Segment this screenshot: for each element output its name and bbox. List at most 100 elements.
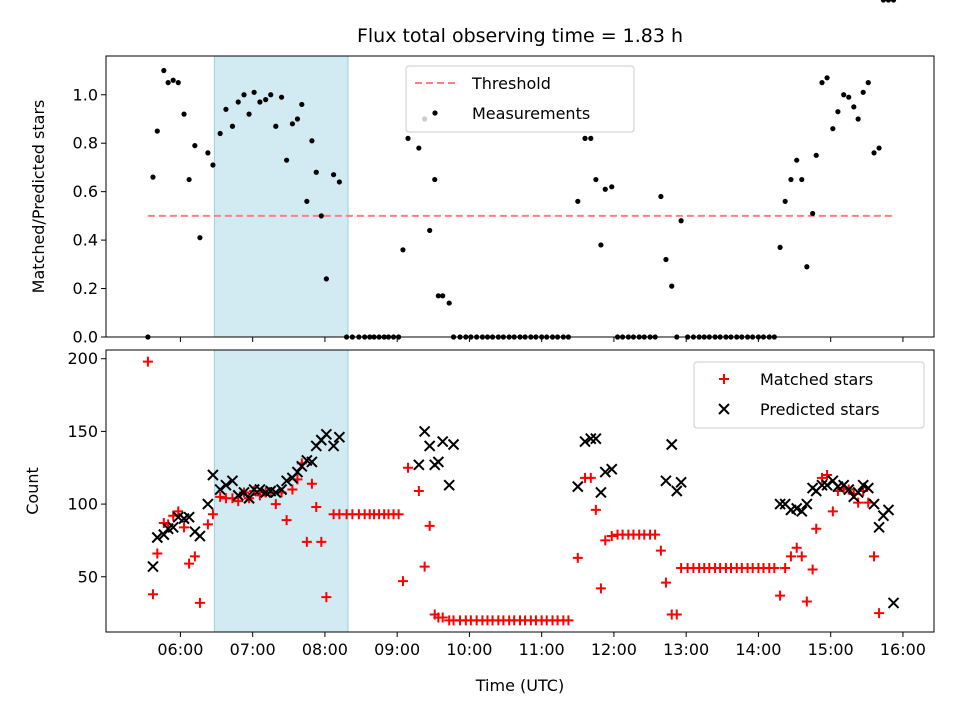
x-tick-label: 13:00 (663, 640, 709, 659)
predicted-star-point (147, 560, 159, 573)
predicted-star-point (214, 483, 226, 496)
matched-star-point (424, 520, 435, 531)
measurement-point (678, 218, 684, 224)
measurement-point (210, 162, 216, 168)
predicted-star-point (852, 486, 864, 499)
ratio-legend: Threshold Measurements (405, 65, 635, 133)
measurement-point (851, 104, 857, 110)
matched-star-point (811, 523, 822, 534)
predicted-star-point (432, 456, 445, 468)
predicted-star-point (821, 479, 833, 491)
measurement-point (273, 123, 279, 129)
measurement-point (846, 94, 852, 100)
legend-matched-label: Matched stars (760, 370, 873, 389)
predicted-star-point (585, 432, 597, 445)
matched-star-point (827, 506, 838, 517)
y-tick-label: 0.6 (73, 182, 98, 201)
matched-star-point (306, 478, 317, 489)
predicted-star-point (413, 459, 425, 471)
measurement-point (830, 126, 836, 132)
predicted-star-point (418, 425, 431, 438)
plot-frame-1 (105, 349, 935, 633)
measurement-point (446, 300, 452, 306)
matched-star-point (316, 536, 327, 547)
legend-predicted-swatch (718, 403, 730, 415)
matched-star-point (142, 356, 153, 367)
predicted-star-point (873, 521, 885, 534)
measurement-point (284, 157, 290, 163)
measurement-point (841, 92, 847, 98)
predicted-star-point (280, 475, 293, 487)
measurement-point (663, 256, 669, 263)
x-tick-label: 09:00 (374, 640, 420, 659)
measurement-point (855, 116, 861, 122)
legend-threshold-label: Threshold (471, 74, 551, 93)
measurement-point (299, 101, 305, 108)
measurement-point (876, 145, 882, 151)
predicted-star-point (327, 440, 340, 452)
count-panel: 50 100 150 200 06:00 07:00 08:00 09:00 10:00 11:0… (67, 349, 935, 659)
matched-star-point (189, 551, 200, 562)
predicted-star-point (320, 428, 333, 441)
matched-star-point (853, 497, 864, 508)
matched-star-point (869, 551, 880, 562)
x-axis-label: Time (UTC) (475, 676, 564, 695)
matched-star-point (801, 596, 812, 607)
measurement-point (405, 135, 411, 141)
measurement-point (819, 80, 825, 86)
matched-star-point (780, 563, 791, 574)
matched-star-point (791, 542, 802, 553)
measurement-point (263, 97, 269, 103)
matched-star-point (281, 515, 292, 526)
ratio-y-axis-label: Matched/Predicted stars (29, 100, 48, 294)
predicted-star-point (436, 435, 449, 448)
measurement-point (588, 135, 594, 141)
predicted-star-point (887, 597, 900, 609)
matched-star-point (413, 486, 424, 496)
y-tick-label: 50 (78, 567, 98, 586)
matched-star-point (606, 531, 617, 542)
measurement-point (885, 0, 892, 3)
measurement-point (150, 174, 156, 180)
measurement-point (229, 123, 236, 129)
matched-star-point (650, 529, 661, 540)
matched-star-point (287, 484, 298, 495)
predicted-star-point (590, 432, 602, 445)
measurement-point (205, 150, 211, 156)
predicted-star-point (158, 528, 170, 541)
predicted-star-point (666, 438, 678, 451)
measurement-point (575, 198, 581, 204)
measurement-point (435, 293, 441, 299)
matched-star-point (301, 536, 312, 547)
predicted-star-point (862, 482, 874, 494)
predicted-star-point (226, 475, 239, 487)
measurement-point (336, 179, 342, 185)
x-tick-label: 14:00 (735, 640, 781, 659)
matched-star-point (202, 519, 213, 530)
predicted-star-point (447, 438, 460, 451)
measurement-point (799, 176, 805, 183)
predicted-star-point (796, 505, 808, 518)
predicted-star-point (167, 521, 179, 534)
matched-star-point (393, 509, 404, 520)
predicted-star-point (572, 480, 584, 493)
predicted-star-point (220, 479, 232, 491)
y-tick-label: 100 (67, 495, 98, 514)
predicted-star-point (774, 498, 786, 510)
matched-star-point (311, 501, 322, 512)
predicted-star-point (606, 463, 618, 475)
measurement-point (416, 145, 422, 151)
predicted-star-point (843, 483, 855, 496)
matched-star-point (775, 590, 786, 601)
measurement-point (813, 152, 819, 158)
count-legend-frame (693, 361, 925, 429)
measurement-point (865, 80, 871, 86)
matched-star-point (397, 576, 408, 587)
legend-predicted-label: Predicted stars (760, 400, 880, 419)
predicted-star-point (254, 483, 266, 496)
measurement-point (835, 109, 841, 115)
measurement-point (278, 94, 285, 100)
predicted-star-point (151, 531, 164, 544)
predicted-star-point (660, 475, 672, 487)
